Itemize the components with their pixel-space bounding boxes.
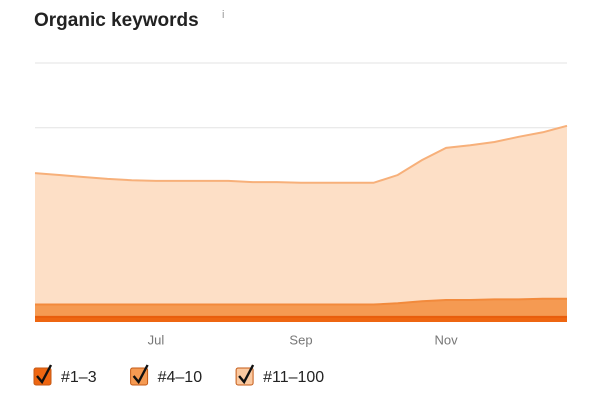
legend-check <box>238 364 255 385</box>
legend-label[interactable]: #11–100 <box>263 369 324 386</box>
area-line <box>34 124 568 184</box>
area <box>35 316 567 322</box>
legend-check <box>36 364 53 385</box>
x-tick-label: Sep <box>289 332 312 347</box>
legend-label[interactable]: #1–3 <box>61 369 97 386</box>
info-icon[interactable]: i <box>222 9 224 21</box>
x-tick-label: Nov <box>435 332 459 347</box>
chart-title: Organic keywords <box>34 10 199 31</box>
x-tick-label: Jul <box>148 332 165 347</box>
area <box>35 125 567 305</box>
area-line <box>35 297 567 306</box>
area <box>35 298 567 317</box>
legend-check <box>132 364 149 385</box>
legend-label[interactable]: #4–10 <box>158 369 203 386</box>
